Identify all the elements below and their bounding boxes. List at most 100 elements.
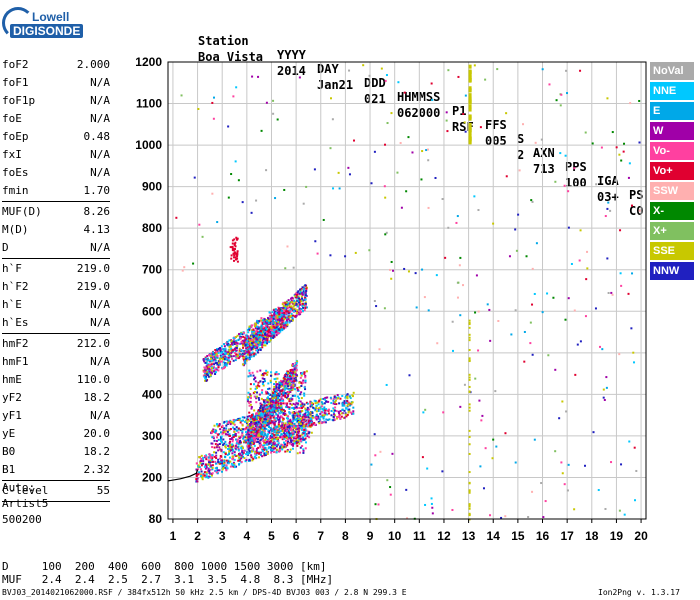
echo-point xyxy=(234,447,237,450)
echo-point xyxy=(431,512,434,515)
param-row: h`F 219.0 xyxy=(2,260,110,278)
echo-point xyxy=(305,185,308,188)
echo-point xyxy=(294,296,297,299)
echo-point xyxy=(243,355,246,358)
echo-point xyxy=(240,445,243,448)
echo-point xyxy=(627,292,630,295)
echo-point xyxy=(217,347,220,350)
echo-point xyxy=(265,327,268,330)
echo-point xyxy=(295,302,298,305)
echo-point xyxy=(441,198,444,201)
echo-point xyxy=(567,226,570,229)
echo-point xyxy=(283,316,286,319)
echo-point xyxy=(226,467,229,470)
echo-point xyxy=(228,354,231,357)
echo-point xyxy=(285,320,288,323)
echo-point xyxy=(251,441,254,444)
echo-point xyxy=(273,423,276,426)
echo-point xyxy=(275,330,278,333)
echo-point xyxy=(298,292,301,295)
echo-point xyxy=(206,367,209,370)
echo-point xyxy=(489,514,492,517)
echo-point xyxy=(222,443,225,446)
echo-point xyxy=(268,321,271,324)
echo-point xyxy=(459,256,462,259)
param-name: C-level xyxy=(2,484,49,497)
echo-point xyxy=(304,298,307,301)
echo-point xyxy=(607,201,610,204)
echo-point xyxy=(263,321,266,324)
echo-point xyxy=(567,190,570,193)
echo-point xyxy=(254,436,257,439)
x-tick-label: 6 xyxy=(293,529,300,543)
echo-point xyxy=(275,326,278,329)
echo-point xyxy=(245,439,248,442)
echo-point xyxy=(468,505,471,508)
echo-point xyxy=(540,138,543,141)
echo-point xyxy=(473,64,476,67)
echo-point xyxy=(280,326,283,329)
echo-point xyxy=(253,332,256,335)
echo-point xyxy=(242,340,245,343)
echo-point xyxy=(266,326,269,329)
echo-point xyxy=(293,367,296,370)
echo-point xyxy=(274,389,277,392)
echo-point xyxy=(427,159,430,162)
echo-point xyxy=(272,404,275,407)
echo-point xyxy=(250,426,253,429)
echo-point xyxy=(228,339,231,342)
echo-point xyxy=(273,430,276,433)
echo-point xyxy=(250,436,253,439)
echo-point xyxy=(275,386,278,389)
echo-point xyxy=(218,469,221,472)
echo-point xyxy=(267,382,270,385)
echo-point xyxy=(468,359,471,362)
echo-point xyxy=(248,404,251,407)
param-value: N/A xyxy=(90,298,110,311)
echo-point xyxy=(204,464,207,467)
echo-point xyxy=(301,304,304,307)
echo-point xyxy=(281,398,284,401)
echo-point xyxy=(464,94,467,97)
echo-point xyxy=(275,425,278,428)
echo-point xyxy=(299,420,302,423)
echo-point xyxy=(275,316,278,319)
scaled-parameters-panel: foF2 2.000 foF1 N/A foF1p N/A foE N/A foEp 0.48 fx… xyxy=(2,56,110,503)
auto-artist: Artist5 xyxy=(2,497,49,510)
echo-point xyxy=(496,68,499,71)
echo-point xyxy=(337,171,340,174)
echo-point xyxy=(300,397,303,400)
hdr-label-s: S xyxy=(517,132,525,146)
echo-point xyxy=(289,305,292,308)
echo-point xyxy=(252,329,255,332)
echo-point xyxy=(316,252,319,255)
echo-point xyxy=(211,474,214,477)
echo-point xyxy=(311,422,314,425)
echo-point xyxy=(250,211,253,214)
x-tick-label: 10 xyxy=(388,529,402,543)
echo-point xyxy=(261,377,264,380)
echo-point xyxy=(311,410,314,413)
echo-point xyxy=(566,489,569,492)
echo-point xyxy=(403,267,406,270)
echo-point xyxy=(300,405,303,408)
echo-point xyxy=(257,396,260,399)
echo-point xyxy=(257,421,260,424)
echo-point xyxy=(315,410,318,413)
echo-point xyxy=(269,446,272,449)
echo-point xyxy=(352,410,355,413)
echo-point xyxy=(245,357,248,360)
param-name: fxI xyxy=(2,148,22,161)
echo-point xyxy=(478,399,481,402)
echo-point xyxy=(273,410,276,413)
echo-point xyxy=(214,371,217,374)
echo-point xyxy=(278,416,281,419)
echo-point xyxy=(280,433,283,436)
echo-point xyxy=(252,428,255,431)
echo-point xyxy=(223,349,226,352)
param-row: hmE 110.0 xyxy=(2,371,110,389)
echo-point xyxy=(330,409,333,412)
echo-point xyxy=(299,312,302,315)
echo-point xyxy=(247,427,250,430)
echo-point xyxy=(250,420,253,423)
